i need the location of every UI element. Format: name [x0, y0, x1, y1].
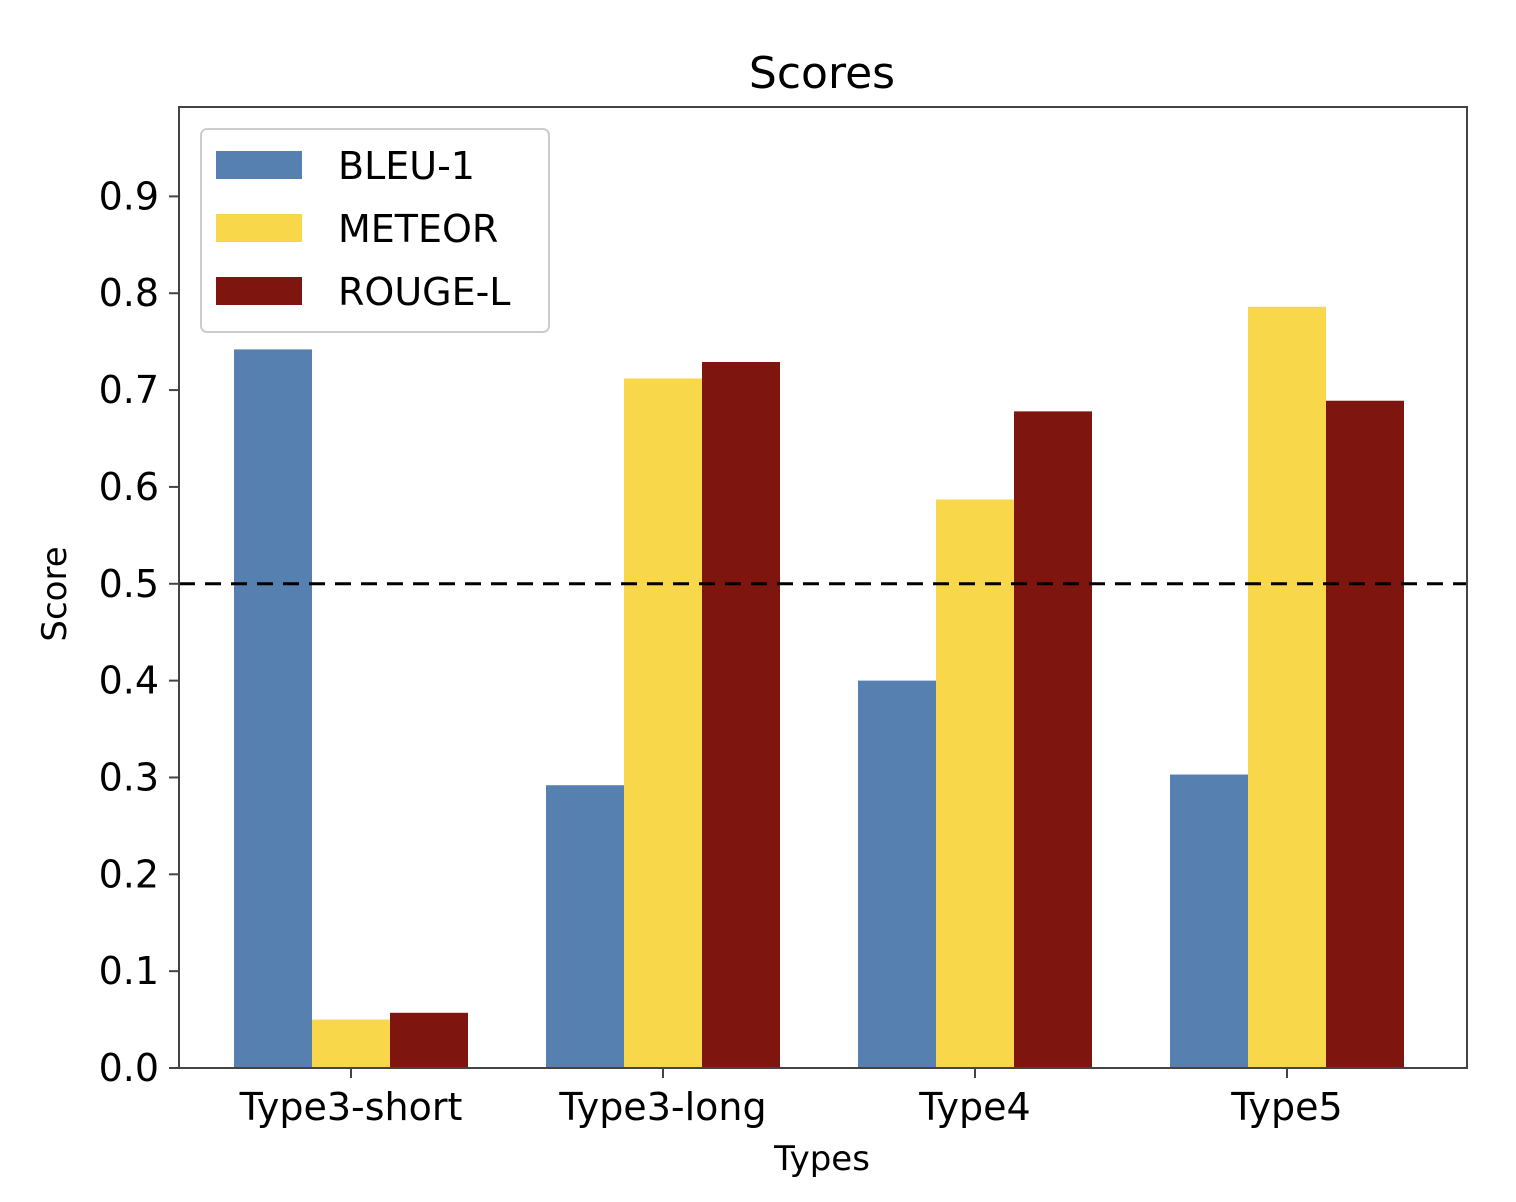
bar-bleu-1-type5 [1170, 774, 1248, 1068]
y-tick-label: 0.3 [99, 755, 159, 799]
legend-label-rouge-l: ROUGE-L [338, 270, 510, 314]
y-tick-label: 0.0 [99, 1046, 159, 1090]
bar-meteor-type4 [936, 499, 1014, 1069]
bar-meteor-type3-long [624, 378, 702, 1069]
chart-title: Scores [749, 48, 895, 99]
bar-rouge-l-type3-long [702, 361, 780, 1068]
x-tick-label: Type5 [1230, 1085, 1342, 1129]
bar-meteor-type3-short [312, 1019, 390, 1068]
bar-rouge-l-type3-short [390, 1012, 468, 1068]
plot-frame [178, 106, 1468, 1069]
bar-meteor-type5 [1248, 306, 1326, 1068]
y-tick-label: 0.1 [99, 949, 159, 993]
y-tick-label: 0.4 [99, 659, 159, 703]
x-tick-label: Type4 [918, 1085, 1030, 1129]
y-tick-label: 0.6 [99, 465, 159, 509]
y-tick-label: 0.9 [99, 174, 159, 218]
y-tick-label: 0.8 [99, 271, 159, 315]
bar-rouge-l-type4 [1014, 411, 1092, 1068]
bars-group [234, 306, 1404, 1069]
y-tick-label: 0.5 [99, 562, 159, 606]
x-axis-label: Types [773, 1139, 870, 1179]
x-tick-label: Type3-long [558, 1085, 766, 1129]
bar-bleu-1-type4 [858, 680, 936, 1068]
bar-bleu-1-type3-long [546, 785, 624, 1068]
y-axis: 0.0 0.1 0.2 0.3 0.4 0.5 0.6 0.7 0.8 0.9 [99, 174, 179, 1090]
legend-swatch-meteor [216, 214, 302, 242]
x-axis: Type3-short Type3-long Type4 Type5 [239, 1068, 1343, 1129]
x-tick-label: Type3-short [239, 1085, 463, 1129]
y-tick-label: 0.2 [99, 852, 159, 896]
legend-label-bleu-1: BLEU-1 [338, 144, 475, 188]
bar-rouge-l-type5 [1326, 400, 1404, 1068]
legend-label-meteor: METEOR [338, 207, 498, 251]
bar-bleu-1-type3-short [234, 349, 312, 1069]
legend-swatch-rouge-l [216, 277, 302, 305]
legend-swatch-bleu-1 [216, 151, 302, 179]
y-tick-label: 0.7 [99, 368, 159, 412]
y-axis-label: Score [35, 546, 75, 641]
legend: BLEU-1 METEOR ROUGE-L [200, 128, 550, 333]
